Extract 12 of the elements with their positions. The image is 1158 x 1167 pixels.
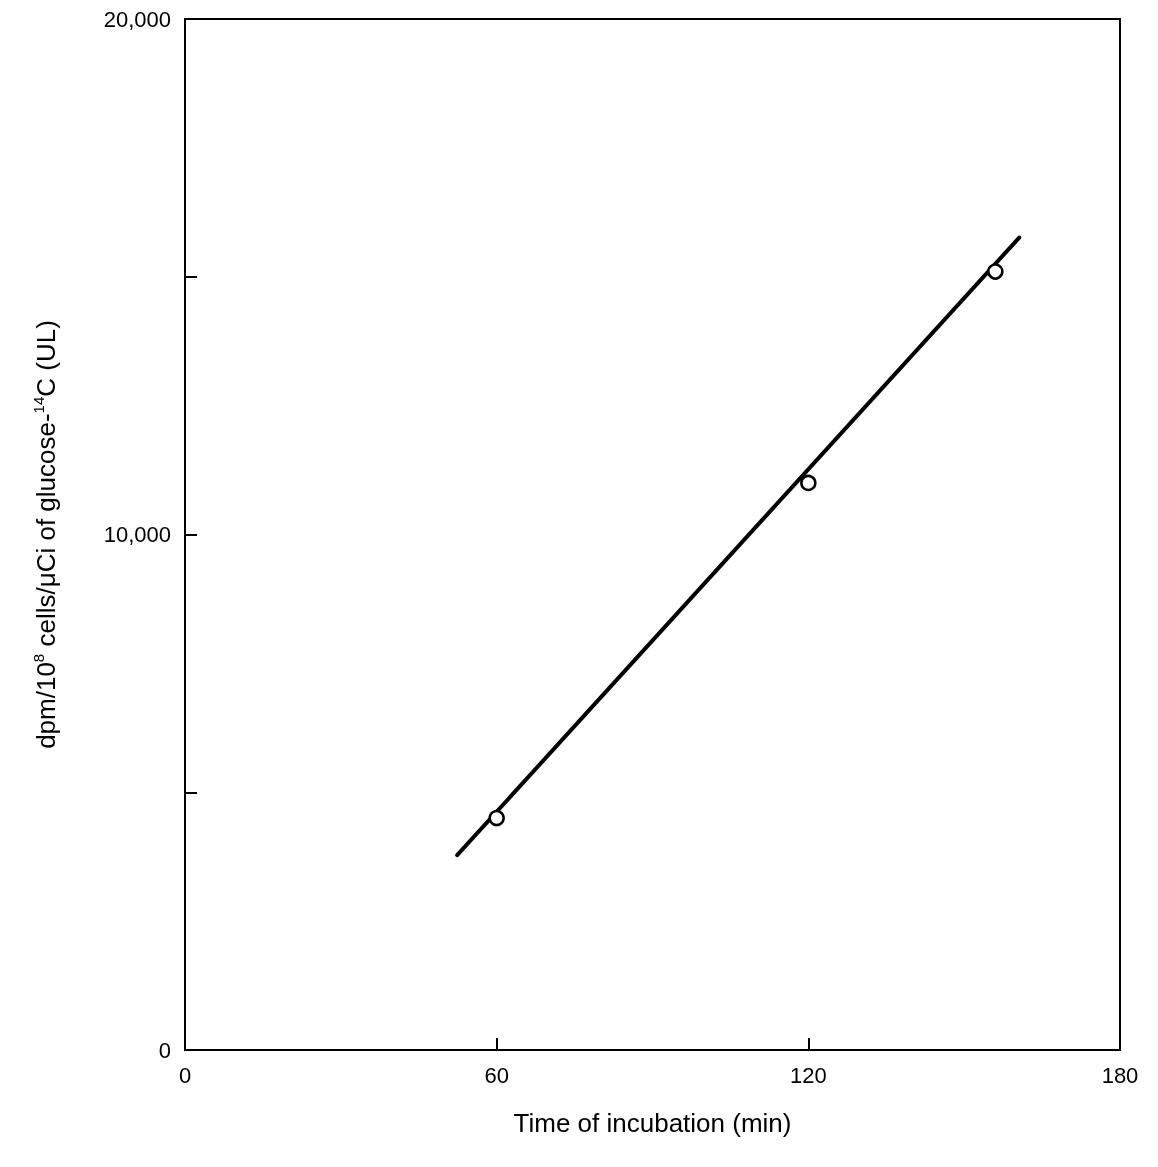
x-tick-label: 120 <box>789 1062 827 1088</box>
y-axis-title: dpm/108 cells/μCi of glucose-14C (UL) <box>30 320 61 749</box>
y-tick-label: 10,000 <box>103 522 171 547</box>
y-tick-label: 0 <box>158 1037 171 1063</box>
x-tick-label: 180 <box>1101 1062 1139 1088</box>
x-tick-label: 0 <box>178 1062 192 1088</box>
x-axis-title: Time of incubation (min) <box>513 1108 792 1138</box>
x-tick-label: 60 <box>484 1062 509 1088</box>
y-tick-label: 20,000 <box>103 6 171 32</box>
point <box>800 474 817 492</box>
point <box>488 809 505 827</box>
point <box>987 263 1004 280</box>
